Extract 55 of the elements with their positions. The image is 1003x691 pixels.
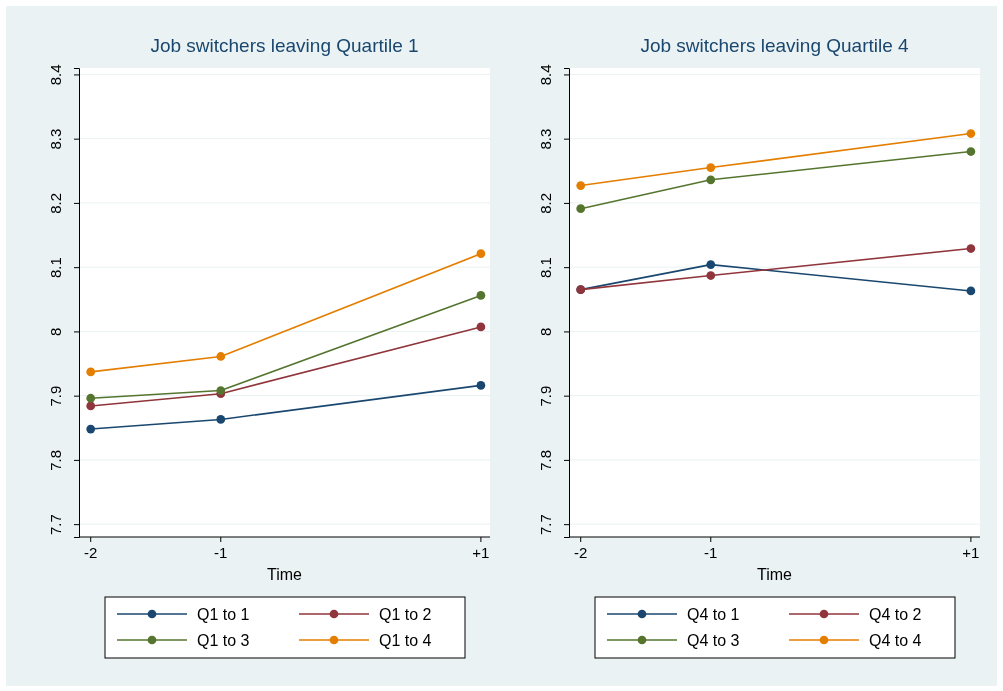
x-tick-label: -2 [574, 544, 588, 561]
chart-title: Job switchers leaving Quartile 4 [640, 35, 910, 56]
y-tick-label: 8 [47, 327, 64, 337]
point [576, 204, 586, 214]
legend-label: Q1 to 3 [197, 632, 250, 649]
point [476, 322, 486, 332]
point [576, 181, 586, 190]
point [706, 271, 716, 280]
x-tick-label: -2 [84, 544, 98, 561]
legend-label: Q4 to 1 [687, 606, 740, 623]
point [966, 129, 976, 138]
y-tick-label: 8.4 [537, 64, 554, 86]
y-tick-label: 7.7 [537, 514, 554, 536]
point [86, 424, 96, 434]
point [706, 175, 716, 185]
legend-label: Q1 to 1 [197, 606, 250, 623]
point [706, 163, 716, 172]
y-tick-label: 7.8 [537, 449, 554, 471]
x-tick-label: -1 [214, 544, 228, 561]
chart-title: Job switchers leaving Quartile 1 [150, 35, 419, 56]
y-tick-label: 8.2 [47, 192, 64, 214]
point [86, 401, 96, 411]
y-tick-label: 8.1 [537, 257, 554, 279]
x-tick-label: +1 [962, 544, 980, 561]
x-axis-title: Time [267, 566, 303, 583]
y-tick-label: 8 [537, 327, 554, 337]
point [216, 386, 226, 395]
legend-label: Q1 to 2 [379, 606, 432, 623]
point [216, 415, 226, 424]
legend-label: Q4 to 3 [687, 632, 740, 649]
point [966, 244, 976, 253]
y-tick-label: 7.7 [47, 514, 64, 536]
point [476, 249, 486, 259]
point [966, 147, 976, 156]
y-tick-label: 8.4 [47, 64, 64, 86]
legend-label: Q4 to 4 [869, 632, 922, 649]
legend-label: Q4 to 2 [869, 606, 922, 623]
point [86, 367, 96, 377]
legend-label: Q1 to 4 [379, 632, 432, 649]
point [966, 286, 976, 296]
y-tick-label: 7.9 [537, 385, 554, 407]
x-tick-label: +1 [472, 544, 490, 561]
point [476, 381, 486, 390]
x-axis-title: Time [757, 566, 793, 583]
point [476, 291, 486, 300]
y-tick-label: 8.3 [47, 128, 64, 150]
y-tick-label: 7.9 [47, 385, 64, 407]
point [86, 393, 96, 403]
point [216, 352, 226, 361]
y-tick-label: 8.1 [47, 257, 64, 279]
y-tick-label: 8.2 [537, 192, 554, 214]
y-tick-label: 7.8 [47, 449, 64, 471]
y-tick-label: 8.3 [537, 128, 554, 150]
point [706, 260, 716, 269]
x-tick-label: -1 [704, 544, 718, 561]
